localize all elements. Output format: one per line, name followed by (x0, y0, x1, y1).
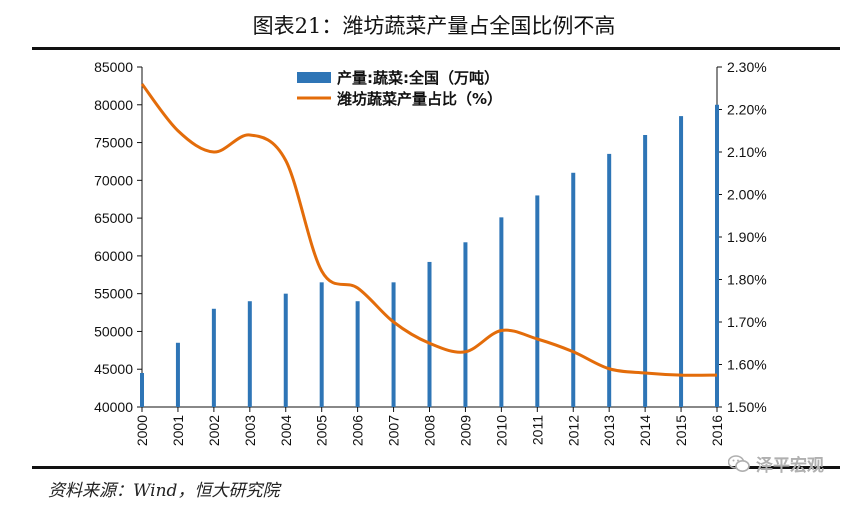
left-axis-tick-label: 70000 (94, 172, 133, 188)
bar-2015 (679, 116, 684, 407)
line-series (140, 83, 718, 377)
bar-2016 (715, 104, 719, 408)
left-axis-tick-label: 40000 (94, 399, 133, 415)
share-line (140, 83, 718, 377)
x-axis-tick-label: 2000 (134, 415, 150, 446)
x-axis-tick-label: 2016 (709, 415, 725, 446)
left-axis-tick-label: 65000 (94, 210, 133, 226)
x-axis-tick-label: 2004 (278, 415, 294, 446)
right-axis-tick-label: 1.50% (727, 399, 767, 415)
bar-2013 (607, 153, 612, 407)
legend-line-label: 潍坊蔬菜产量占比（%） (337, 90, 502, 108)
right-axis-tick-label: 1.70% (727, 314, 767, 330)
left-axis-tick-label: 80000 (94, 97, 133, 113)
bar-2008 (427, 261, 432, 407)
right-axis-tick-label: 2.20% (727, 102, 767, 118)
bar-2003 (247, 301, 252, 407)
bar-2006 (355, 301, 360, 407)
bar-2001 (175, 342, 180, 407)
bar-2007 (391, 282, 396, 407)
chart-title: 图表21：潍坊蔬菜产量占全国比例不高 (252, 14, 616, 38)
chart-legend: 产量:蔬菜:全国（万吨） 潍坊蔬菜产量占比（%） (297, 69, 502, 108)
x-axis-tick-label: 2007 (386, 415, 402, 446)
right-axis-tick-label: 1.80% (727, 272, 767, 288)
left-axis-tick-label: 75000 (94, 135, 133, 151)
left-axis-tick-label: 85000 (94, 59, 133, 75)
x-axis-tick-label: 2008 (422, 415, 438, 446)
x-axis-tick-label: 2011 (529, 415, 545, 445)
bar-2011 (535, 195, 540, 407)
top-rule (32, 47, 840, 50)
right-axis-tick-label: 2.00% (727, 187, 767, 203)
bar-2005 (319, 282, 324, 407)
right-axis-tick-label: 2.10% (727, 144, 767, 160)
left-axis-tick-label: 60000 (94, 248, 133, 264)
bar-2004 (283, 293, 288, 407)
x-axis-tick-label: 2013 (601, 415, 617, 446)
legend-bar-swatch (297, 72, 331, 83)
bar-2002 (211, 308, 216, 407)
left-axis-tick-label: 45000 (94, 361, 133, 377)
right-axis-tick-label: 1.90% (727, 229, 767, 245)
x-axis-tick-label: 2015 (673, 415, 689, 446)
x-axis-tick-label: 2005 (314, 415, 330, 446)
x-axis-tick-label: 2003 (242, 415, 258, 446)
right-axis-tick-label: 2.30% (727, 59, 767, 75)
x-axis-tick-label: 2009 (457, 415, 473, 446)
x-axis-tick-label: 2001 (170, 415, 186, 446)
bar-2014 (643, 135, 648, 407)
watermark-text: 泽平宏观 (756, 456, 824, 476)
bar-2000 (140, 373, 144, 407)
watermark: 泽平宏观 (728, 451, 824, 476)
left-axis-tick-label: 55000 (94, 286, 133, 302)
x-axis-tick-label: 2014 (637, 415, 653, 446)
bar-series (140, 104, 719, 408)
bar-2012 (571, 172, 576, 407)
bar-2010 (499, 217, 504, 407)
legend-bar-label: 产量:蔬菜:全国（万吨） (337, 69, 499, 87)
x-axis-tick-label: 2012 (565, 415, 581, 446)
x-axis-tick-label: 2002 (206, 415, 222, 446)
x-axis-tick-label: 2006 (350, 415, 366, 446)
x-axis-tick-label: 2010 (493, 415, 509, 446)
right-axis-tick-label: 1.60% (727, 357, 767, 373)
source-note: 资料来源：Wind，恒大研究院 (48, 481, 280, 501)
left-axis-tick-label: 50000 (94, 323, 133, 339)
wechat-icon (728, 454, 750, 472)
bar-2009 (463, 242, 468, 407)
bottom-rule (32, 466, 840, 469)
